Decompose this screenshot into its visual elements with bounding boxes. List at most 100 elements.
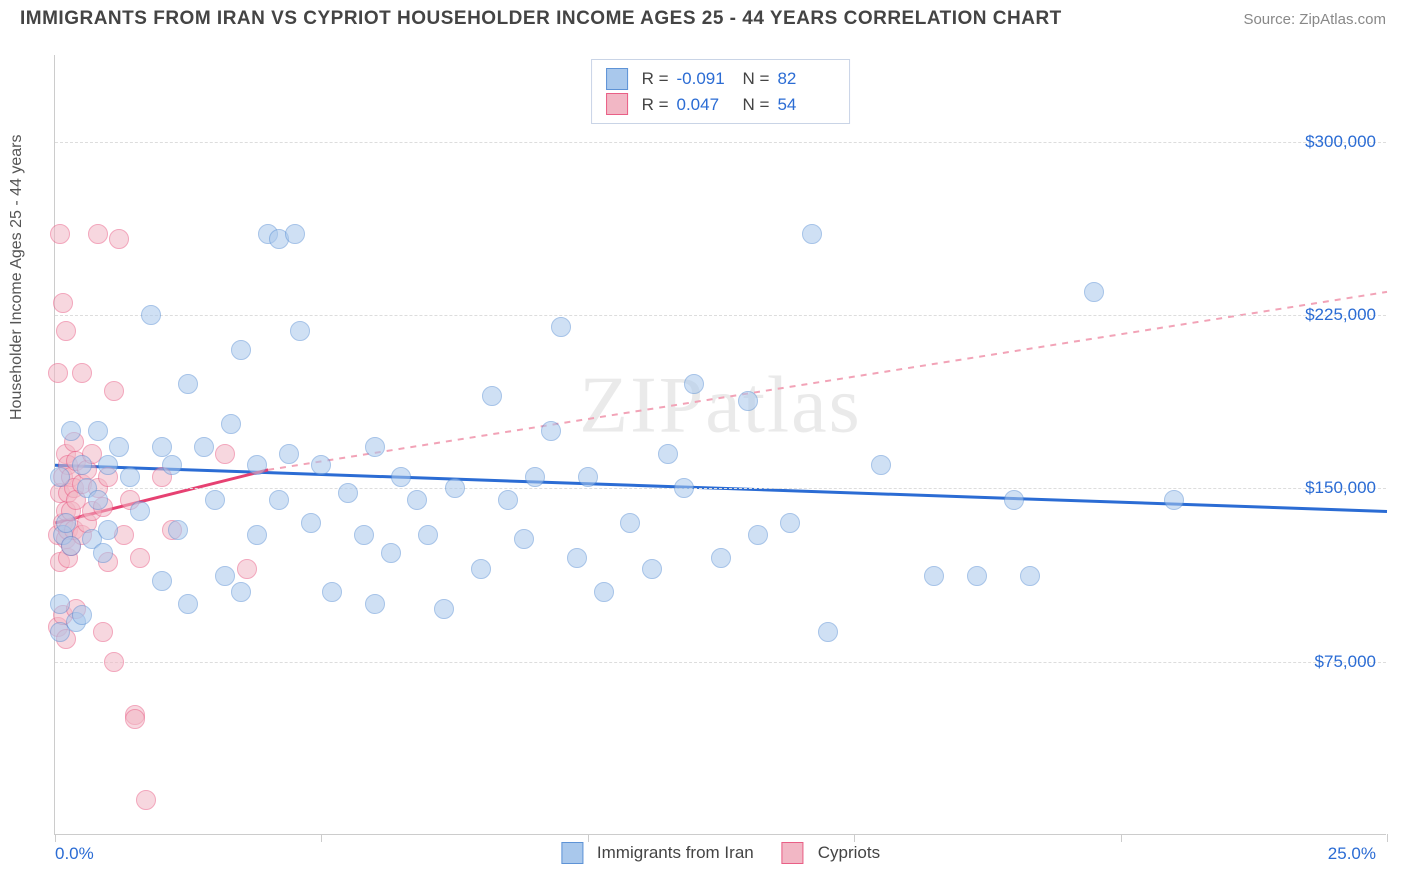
scatter-point xyxy=(50,224,70,244)
scatter-point xyxy=(642,559,662,579)
scatter-point xyxy=(53,293,73,313)
swatch-icon xyxy=(782,842,804,864)
scatter-point xyxy=(1020,566,1040,586)
scatter-point xyxy=(684,374,704,394)
scatter-point xyxy=(578,467,598,487)
scatter-point xyxy=(1004,490,1024,510)
scatter-point xyxy=(98,455,118,475)
scatter-point xyxy=(61,421,81,441)
scatter-point xyxy=(818,622,838,642)
scatter-point xyxy=(48,363,68,383)
x-tick xyxy=(588,834,589,842)
scatter-point xyxy=(178,374,198,394)
x-axis-max-label: 25.0% xyxy=(1328,844,1376,864)
scatter-point xyxy=(802,224,822,244)
scatter-point xyxy=(365,437,385,457)
scatter-point xyxy=(658,444,678,464)
source-label: Source: ZipAtlas.com xyxy=(1243,11,1386,28)
y-tick-label: $300,000 xyxy=(1305,132,1376,152)
y-tick-label: $225,000 xyxy=(1305,305,1376,325)
y-axis-label: Householder Income Ages 25 - 44 years xyxy=(8,135,26,421)
gridline xyxy=(55,662,1386,663)
scatter-point xyxy=(711,548,731,568)
scatter-point xyxy=(104,381,124,401)
scatter-point xyxy=(88,490,108,510)
scatter-point xyxy=(215,444,235,464)
scatter-point xyxy=(205,490,225,510)
gridline xyxy=(55,142,1386,143)
scatter-point xyxy=(50,594,70,614)
scatter-point xyxy=(88,224,108,244)
scatter-point xyxy=(194,437,214,457)
scatter-point xyxy=(871,455,891,475)
scatter-point xyxy=(279,444,299,464)
scatter-point xyxy=(125,709,145,729)
scatter-point xyxy=(482,386,502,406)
scatter-point xyxy=(551,317,571,337)
scatter-point xyxy=(290,321,310,341)
scatter-point xyxy=(237,559,257,579)
x-tick xyxy=(1121,834,1122,842)
scatter-point xyxy=(109,229,129,249)
scatter-point xyxy=(104,652,124,672)
chart-plot-area: ZIPatlas R = -0.091 N = 82 R = 0.047 N =… xyxy=(54,55,1386,835)
scatter-point xyxy=(1164,490,1184,510)
scatter-point xyxy=(247,455,267,475)
scatter-point xyxy=(967,566,987,586)
scatter-point xyxy=(152,571,172,591)
scatter-point xyxy=(93,622,113,642)
scatter-point xyxy=(109,437,129,457)
scatter-point xyxy=(498,490,518,510)
scatter-point xyxy=(88,421,108,441)
scatter-point xyxy=(50,467,70,487)
scatter-point xyxy=(311,455,331,475)
scatter-point xyxy=(152,437,172,457)
scatter-point xyxy=(381,543,401,563)
scatter-point xyxy=(168,520,188,540)
scatter-point xyxy=(541,421,561,441)
scatter-point xyxy=(434,599,454,619)
x-tick xyxy=(321,834,322,842)
scatter-point xyxy=(620,513,640,533)
series-legend: Immigrants from Iran Cypriots xyxy=(561,842,880,864)
swatch-icon xyxy=(561,842,583,864)
x-tick xyxy=(1387,834,1388,842)
trend-line xyxy=(268,292,1387,470)
scatter-point xyxy=(514,529,534,549)
scatter-point xyxy=(924,566,944,586)
scatter-point xyxy=(365,594,385,614)
scatter-point xyxy=(162,455,182,475)
x-axis-min-label: 0.0% xyxy=(55,844,94,864)
scatter-point xyxy=(120,467,140,487)
chart-title: IMMIGRANTS FROM IRAN VS CYPRIOT HOUSEHOL… xyxy=(20,8,1062,30)
scatter-point xyxy=(594,582,614,602)
scatter-point xyxy=(247,525,267,545)
scatter-point xyxy=(98,520,118,540)
gridline xyxy=(55,488,1386,489)
scatter-point xyxy=(1084,282,1104,302)
scatter-point xyxy=(738,391,758,411)
scatter-point xyxy=(56,321,76,341)
scatter-point xyxy=(93,543,113,563)
scatter-point xyxy=(525,467,545,487)
scatter-point xyxy=(285,224,305,244)
scatter-point xyxy=(231,340,251,360)
y-tick-label: $150,000 xyxy=(1305,478,1376,498)
scatter-point xyxy=(231,582,251,602)
scatter-point xyxy=(141,305,161,325)
scatter-point xyxy=(215,566,235,586)
gridline xyxy=(55,315,1386,316)
scatter-point xyxy=(56,513,76,533)
scatter-point xyxy=(391,467,411,487)
scatter-point xyxy=(301,513,321,533)
scatter-point xyxy=(221,414,241,434)
legend-item: Immigrants from Iran xyxy=(561,842,754,864)
legend-label: Cypriots xyxy=(818,843,880,863)
scatter-point xyxy=(72,605,92,625)
trend-lines xyxy=(55,55,1387,835)
scatter-point xyxy=(130,501,150,521)
scatter-point xyxy=(780,513,800,533)
scatter-point xyxy=(445,478,465,498)
scatter-point xyxy=(418,525,438,545)
scatter-point xyxy=(136,790,156,810)
